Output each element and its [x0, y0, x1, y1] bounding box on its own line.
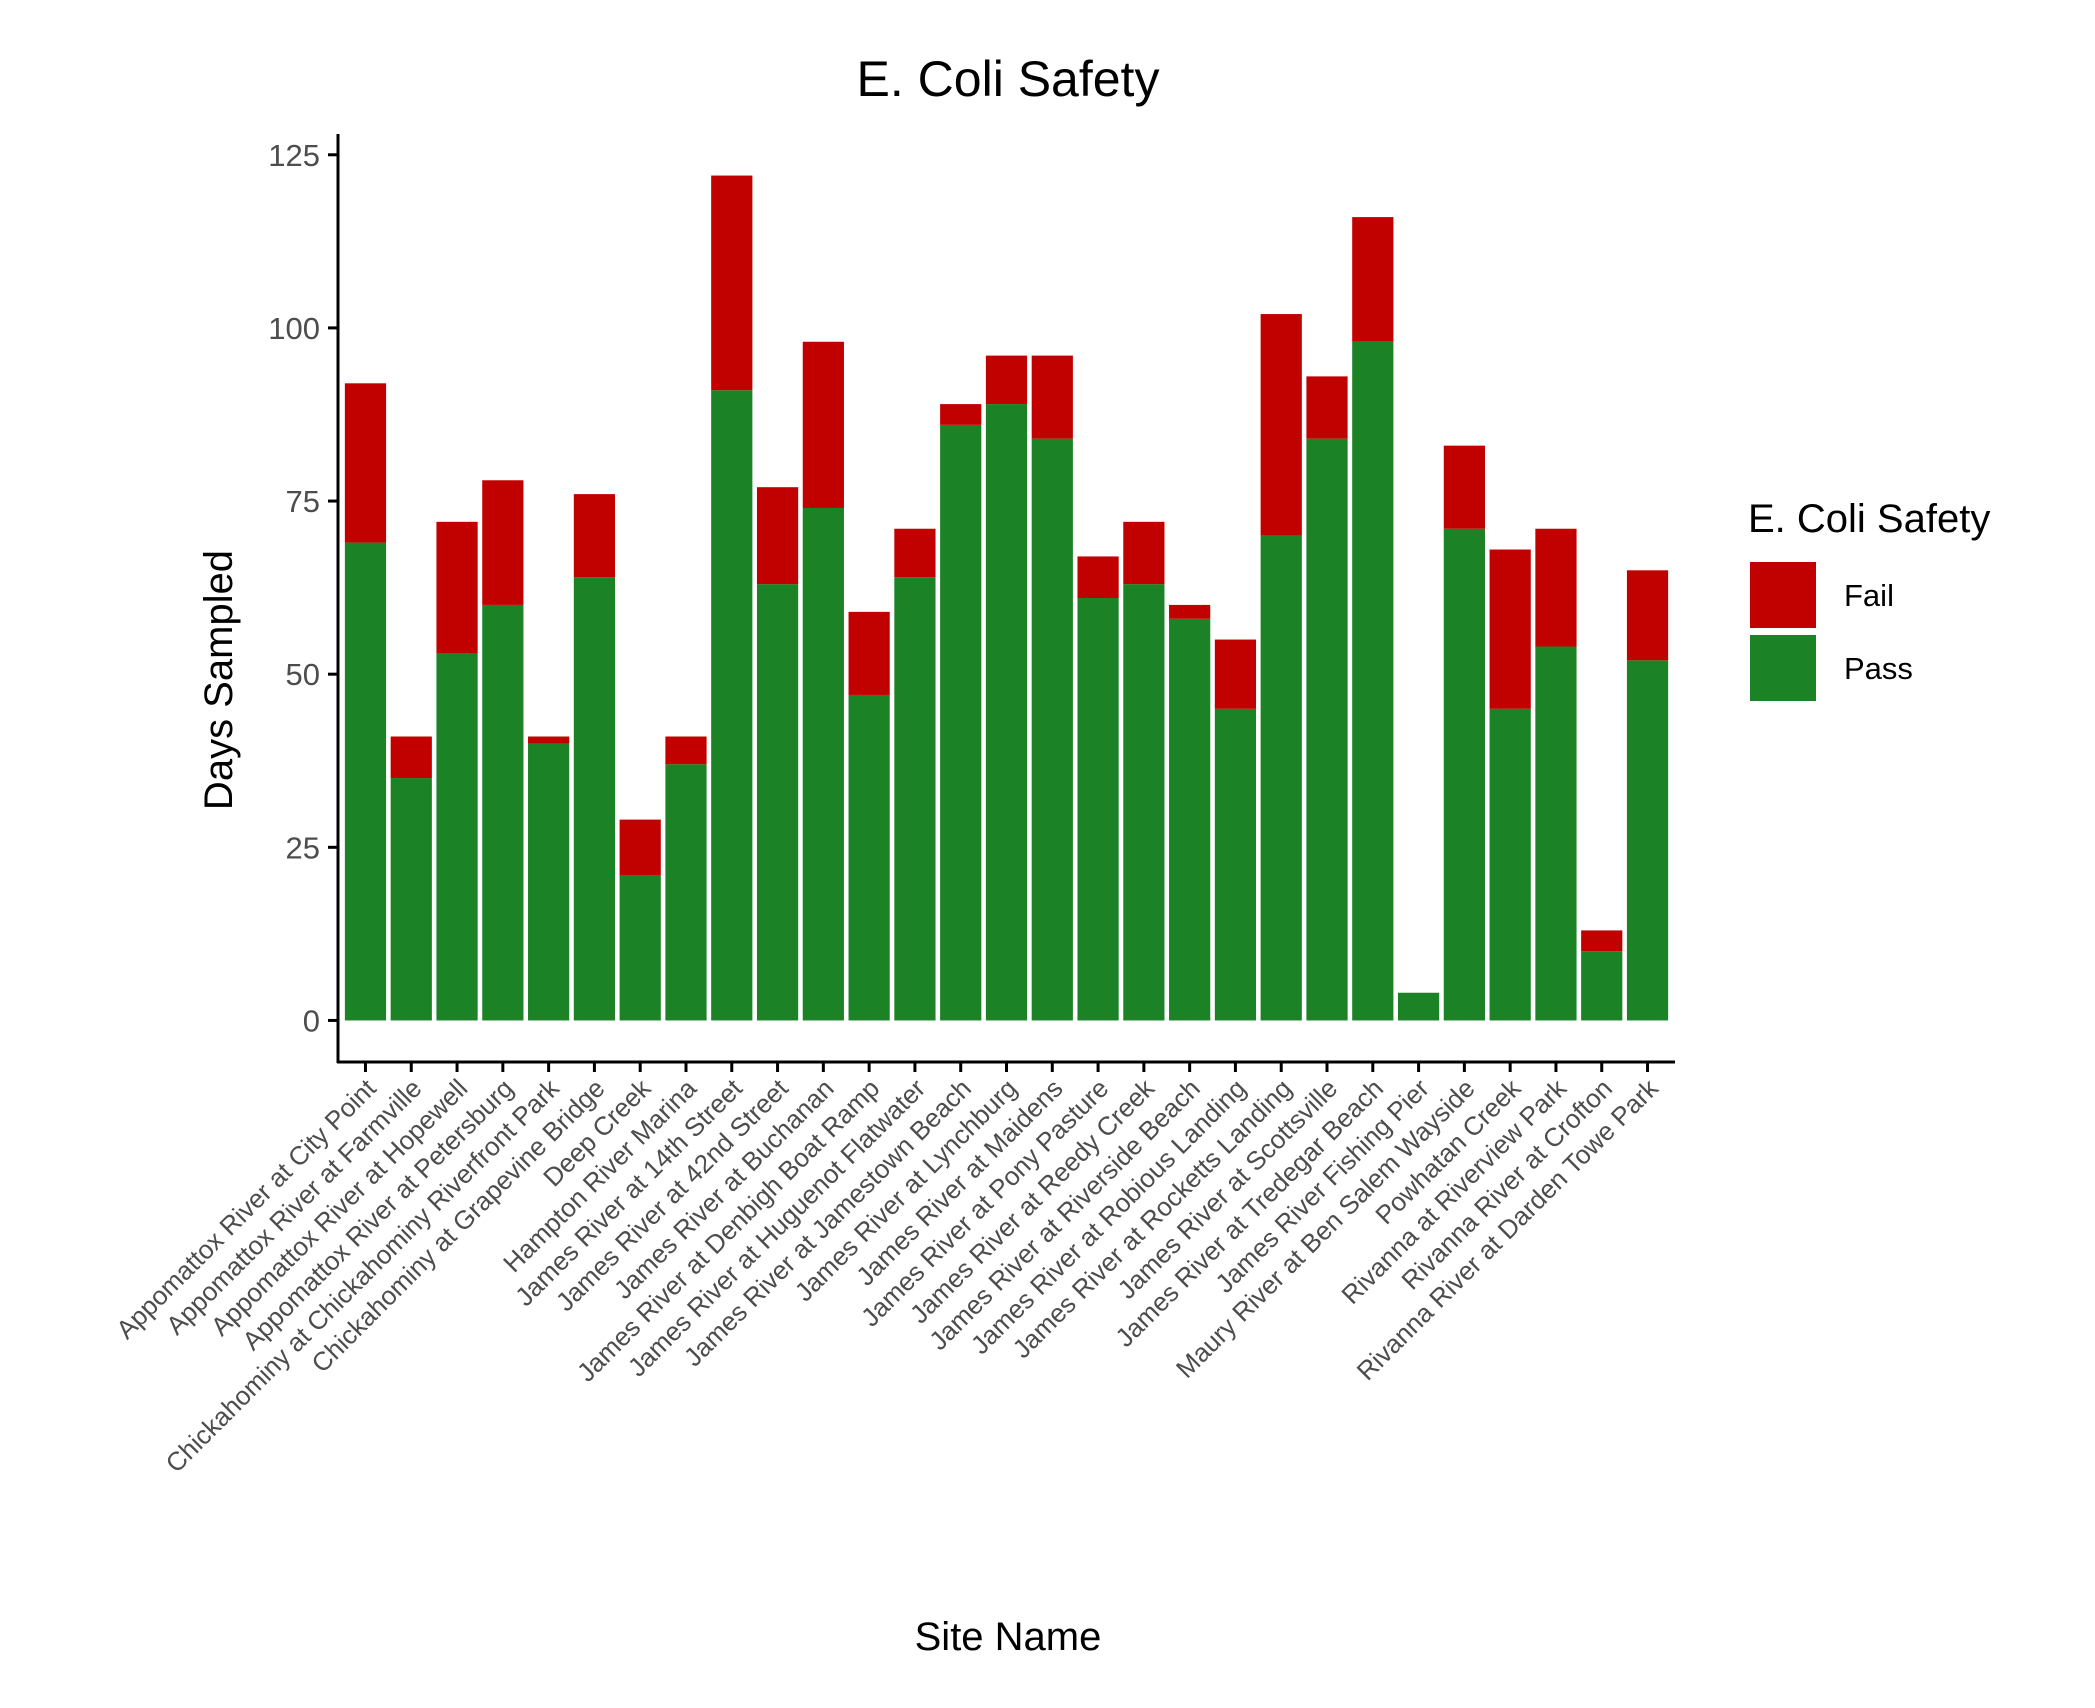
bar-pass: [940, 424, 982, 1021]
bar-pass: [985, 404, 1028, 1021]
bar-fail: [1077, 556, 1119, 598]
bar-pass: [1443, 528, 1485, 1021]
bar-fail: [1535, 528, 1577, 647]
bar-fail: [390, 736, 432, 779]
x-ticks-group: Appomattox River at City PointAppomattox…: [110, 1062, 1664, 1478]
bar-fail: [756, 487, 799, 585]
y-tick-label: 50: [286, 657, 320, 692]
bar-fail: [573, 494, 616, 578]
bar-pass: [1260, 535, 1302, 1021]
y-axis-title: Days Sampled: [197, 550, 241, 810]
bar-pass: [1397, 992, 1440, 1021]
legend: E. Coli Safety Fail Pass: [1748, 497, 1990, 701]
y-tick-label: 25: [286, 830, 320, 865]
bar-pass: [1214, 708, 1257, 1021]
bar-fail: [848, 611, 890, 695]
bar-fail: [711, 175, 753, 391]
bar-fail: [1489, 549, 1531, 709]
bar-pass: [1489, 708, 1531, 1021]
bar-pass: [1077, 598, 1119, 1021]
bar-fail: [1123, 521, 1165, 585]
bar-fail: [1626, 570, 1669, 661]
bar-fail: [344, 383, 387, 543]
bar-fail: [940, 404, 982, 425]
bar-fail: [436, 521, 478, 654]
y-tick-label: 125: [268, 138, 320, 173]
bar-fail: [665, 736, 707, 765]
bar-fail: [1352, 217, 1394, 342]
x-axis-title: Site Name: [915, 1615, 1102, 1659]
bar-pass: [665, 764, 707, 1021]
bar-pass: [1581, 951, 1623, 1021]
bar-pass: [802, 507, 844, 1021]
bar-fail: [482, 480, 524, 605]
bar-fail: [1306, 376, 1348, 439]
bar-pass: [573, 577, 616, 1021]
bar-fail: [1443, 445, 1485, 529]
bar-pass: [848, 694, 890, 1021]
bar-pass: [619, 875, 661, 1021]
legend-fail-label: Fail: [1844, 578, 1894, 613]
bars-group: [344, 175, 1669, 1021]
bar-fail: [619, 819, 661, 876]
bar-pass: [1352, 341, 1394, 1021]
bar-pass: [344, 542, 387, 1021]
legend-title: E. Coli Safety: [1748, 497, 1990, 541]
chart-title: E. Coli Safety: [857, 51, 1160, 107]
bar-fail: [528, 736, 570, 744]
bar-pass: [1123, 584, 1165, 1021]
bar-pass: [528, 743, 570, 1021]
legend-pass-label: Pass: [1844, 651, 1913, 686]
y-tick-label: 100: [268, 311, 320, 346]
legend-pass-swatch: [1750, 635, 1816, 701]
bar-fail: [894, 528, 936, 578]
bar-pass: [482, 604, 524, 1021]
bar-fail: [1169, 604, 1211, 619]
y-tick-label: 0: [303, 1003, 320, 1038]
bar-pass: [1535, 646, 1577, 1021]
bar-fail: [1581, 930, 1623, 952]
bar-pass: [894, 577, 936, 1021]
bar-pass: [1626, 660, 1669, 1021]
bar-fail: [1260, 314, 1302, 536]
bar-fail: [985, 355, 1028, 405]
bar-pass: [1306, 438, 1348, 1021]
bar-pass: [1169, 618, 1211, 1021]
bar-fail: [802, 341, 844, 508]
bar-pass: [436, 653, 478, 1021]
bar-pass: [756, 584, 799, 1021]
bar-pass: [1031, 438, 1073, 1021]
bar-fail: [1214, 639, 1257, 709]
bar-fail: [1031, 355, 1073, 439]
bar-pass: [711, 390, 753, 1021]
bar-pass: [390, 778, 432, 1021]
y-ticks-group: 0 25 50 75 100 125: [268, 138, 338, 1038]
legend-fail-swatch: [1750, 562, 1816, 628]
y-tick-label: 75: [286, 484, 320, 519]
